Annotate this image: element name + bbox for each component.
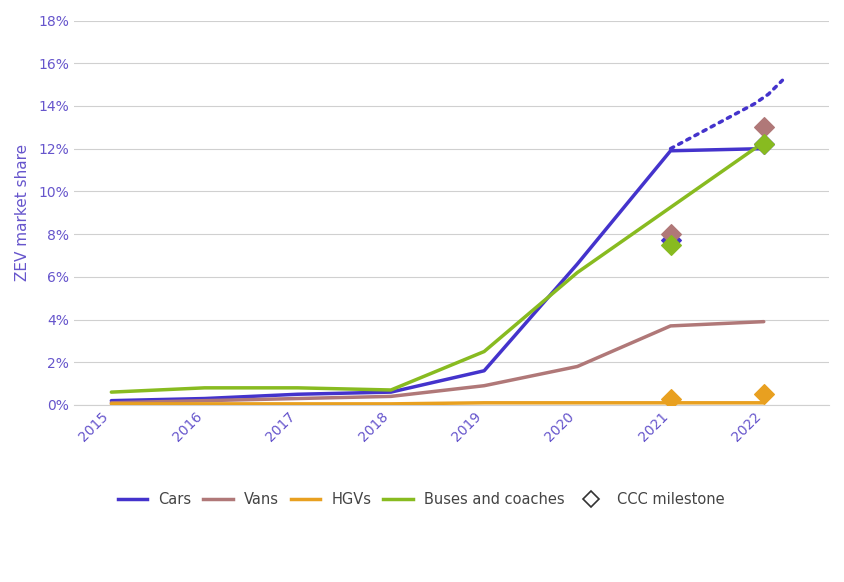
Point	[663, 394, 677, 403]
Point	[663, 229, 677, 239]
Point	[663, 236, 677, 245]
Y-axis label: ZEV market share: ZEV market share	[15, 144, 30, 281]
Point	[757, 123, 771, 132]
Point	[757, 140, 771, 149]
Legend: Cars, Vans, HGVs, Buses and coaches, CCC milestone: Cars, Vans, HGVs, Buses and coaches, CCC…	[112, 487, 731, 513]
Point	[757, 140, 771, 149]
Point	[757, 389, 771, 399]
Point	[663, 240, 677, 250]
